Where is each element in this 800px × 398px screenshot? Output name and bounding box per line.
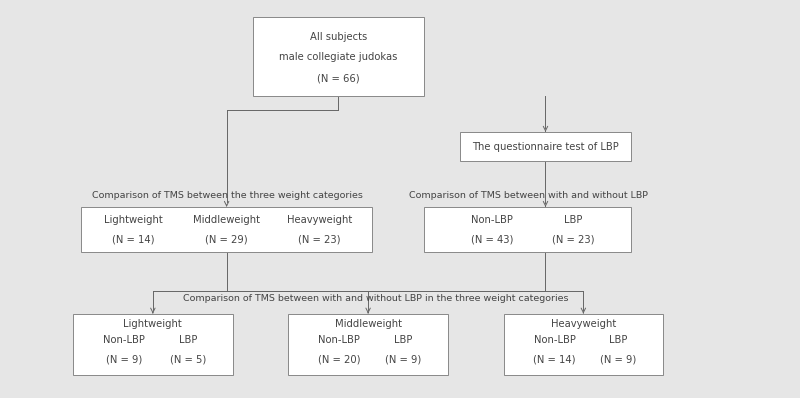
Bar [253,17,424,96]
Text: Non-LBP: Non-LBP [534,335,575,345]
Text: (N = 29): (N = 29) [206,235,248,245]
Text: (N = 66): (N = 66) [317,74,359,84]
Text: Middleweight: Middleweight [334,319,402,329]
Text: Comparison of TMS between with and without LBP: Comparison of TMS between with and witho… [409,191,648,200]
Text: (N = 23): (N = 23) [298,235,341,245]
Bar [424,207,631,252]
Text: LBP: LBP [394,335,412,345]
Text: Non-LBP: Non-LBP [471,215,514,224]
Text: LBP: LBP [564,215,582,224]
Text: Comparison of TMS between with and without LBP in the three weight categories: Comparison of TMS between with and witho… [183,294,569,303]
Text: (N = 43): (N = 43) [471,235,514,245]
Text: (N = 9): (N = 9) [106,355,142,365]
Text: Non-LBP: Non-LBP [318,335,360,345]
Bar [73,314,233,375]
Text: Lightweight: Lightweight [123,319,182,329]
Bar [288,314,448,375]
Text: (N = 5): (N = 5) [170,355,206,365]
Text: (N = 14): (N = 14) [112,235,154,245]
Text: male collegiate judokas: male collegiate judokas [279,52,398,62]
Text: Non-LBP: Non-LBP [103,335,145,345]
Text: Middleweight: Middleweight [193,215,260,224]
Text: (N = 9): (N = 9) [600,355,637,365]
Bar [81,207,372,252]
Text: (N = 23): (N = 23) [552,235,594,245]
Text: LBP: LBP [610,335,628,345]
Text: The questionnaire test of LBP: The questionnaire test of LBP [472,142,619,152]
Text: Heavyweight: Heavyweight [550,319,616,329]
Text: (N = 14): (N = 14) [534,355,576,365]
Text: LBP: LBP [178,335,197,345]
Text: (N = 20): (N = 20) [318,355,361,365]
Text: (N = 9): (N = 9) [385,355,422,365]
Text: Heavyweight: Heavyweight [287,215,352,224]
Text: Comparison of TMS between the three weight categories: Comparison of TMS between the three weig… [91,191,362,200]
Bar [460,132,631,162]
Bar [504,314,663,375]
Text: All subjects: All subjects [310,32,367,42]
Text: Lightweight: Lightweight [104,215,163,224]
